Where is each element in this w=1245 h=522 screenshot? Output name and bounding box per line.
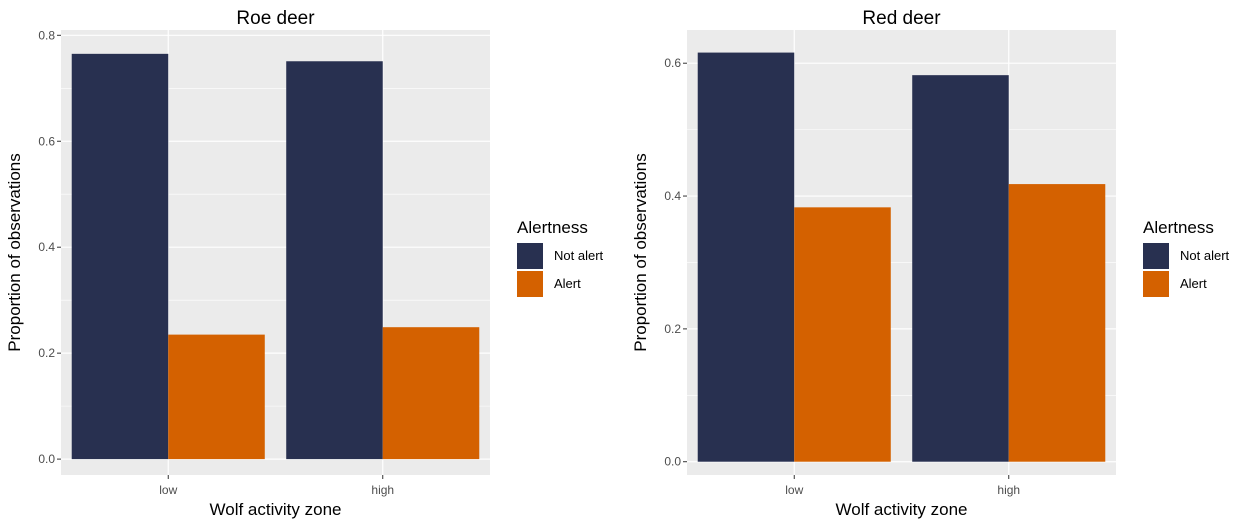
bar-not-alert-high [286, 61, 383, 460]
y-tick-label: 0.0 [664, 455, 681, 469]
chart-title: Roe deer [236, 8, 315, 29]
y-axis-title: Proportion of observations [5, 153, 24, 351]
bar-not-alert-low [71, 53, 169, 460]
legend-key-not-alert [517, 243, 543, 269]
x-tick-label: high [997, 483, 1020, 497]
y-tick-label: 0.2 [38, 346, 55, 360]
y-tick-label: 0.6 [38, 134, 55, 148]
y-tick-label: 0.4 [38, 240, 55, 254]
bar-alert-high [382, 327, 480, 460]
bar-alert-high [1008, 184, 1106, 462]
bar-not-alert-low [697, 52, 795, 462]
x-axis-title: Wolf activity zone [836, 500, 968, 519]
x-tick-label: low [785, 483, 803, 497]
bar-alert-low [794, 207, 891, 462]
legend-label: Alert [554, 276, 581, 291]
y-tick-label: 0.4 [664, 189, 681, 203]
legend-label: Not alert [1180, 248, 1230, 263]
x-axis-title: Wolf activity zone [210, 500, 342, 519]
bar-not-alert-high [912, 75, 1009, 462]
bar-alert-low [168, 334, 265, 460]
y-tick-label: 0.0 [38, 452, 55, 466]
chart-title: Red deer [862, 8, 941, 29]
x-tick-label: high [371, 483, 394, 497]
legend-key-alert [517, 271, 543, 297]
legend: Alertness Not alert Alert [1143, 218, 1230, 297]
legend-title: Alertness [517, 218, 588, 237]
chart-roe-deer: 0.0 0.2 0.4 0.6 0.8 low high Roe deer Wolf activ… [5, 8, 604, 519]
legend-title: Alertness [1143, 218, 1214, 237]
legend-key-not-alert [1143, 243, 1169, 269]
y-axis-title: Proportion of observations [631, 153, 650, 351]
y-tick-label: 0.8 [38, 28, 55, 42]
legend-label: Alert [1180, 276, 1207, 291]
legend: Alertness Not alert Alert [517, 218, 604, 297]
chart-red-deer: 0.0 0.2 0.4 0.6 low high Red deer Wolf activity… [631, 8, 1230, 519]
y-tick-label: 0.2 [664, 322, 681, 336]
y-tick-label: 0.6 [664, 56, 681, 70]
x-tick-label: low [159, 483, 177, 497]
legend-label: Not alert [554, 248, 604, 263]
legend-key-alert [1143, 271, 1169, 297]
